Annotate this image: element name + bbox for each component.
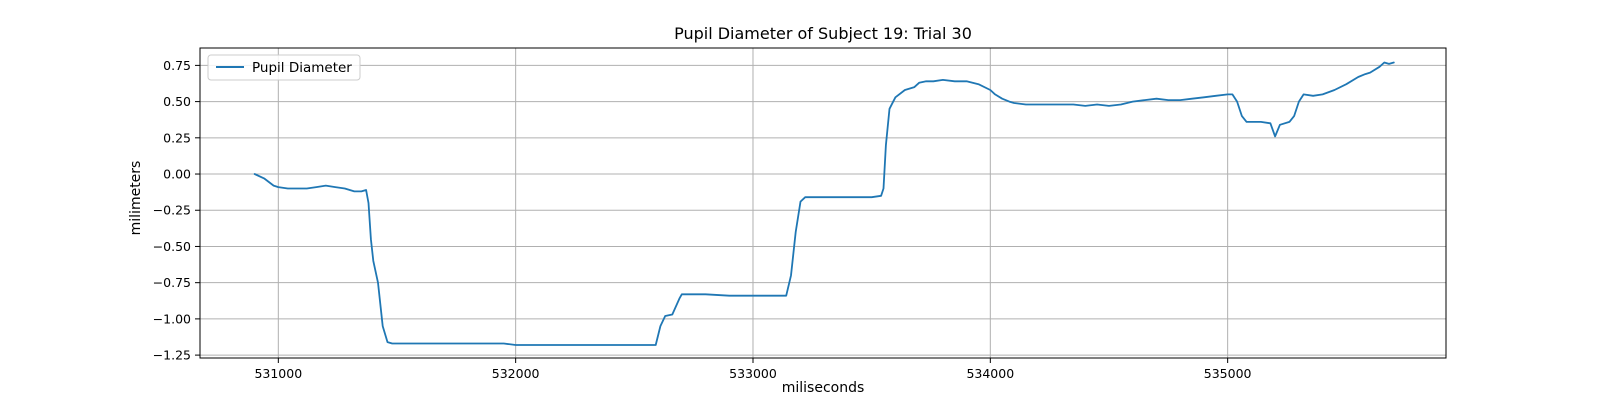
y-tick-label: −0.25 [153, 203, 191, 218]
x-tick-label: 532000 [492, 366, 540, 381]
y-tick-label: 0.25 [163, 130, 191, 145]
x-tick-label: 533000 [729, 366, 777, 381]
legend: Pupil Diameter [207, 54, 361, 81]
x-tick-label: 531000 [254, 366, 302, 381]
x-tick-label: 534000 [966, 366, 1014, 381]
y-tick-label: −0.50 [153, 239, 191, 254]
y-tick-label: 0.00 [163, 167, 191, 182]
x-axis: 531000 532000 533000 534000 535000 [254, 358, 1252, 381]
y-tick-label: −0.75 [153, 275, 191, 290]
series-layer [253, 61, 1395, 346]
y-axis-label: milimeters [128, 161, 144, 236]
legend-label-pupil-diameter: Pupil Diameter [252, 60, 352, 76]
y-tick-label: 0.75 [163, 58, 191, 73]
grid [200, 48, 1446, 358]
legend-box [207, 54, 361, 81]
y-tick-label: −1.25 [153, 348, 191, 363]
y-axis: 0.75 0.50 0.25 0.00 −0.25 −0.50 −0.75 −1.00 −1.2… [153, 58, 200, 363]
y-tick-label: −1.00 [153, 311, 191, 326]
y-tick-label: 0.50 [163, 94, 191, 109]
x-tick-label: 535000 [1204, 366, 1252, 381]
x-axis-label: miliseconds [782, 380, 865, 396]
series-line-pupil-diameter [253, 61, 1395, 346]
chart-title: Pupil Diameter of Subject 19: Trial 30 [674, 24, 972, 43]
plot-area-frame [199, 47, 1447, 359]
